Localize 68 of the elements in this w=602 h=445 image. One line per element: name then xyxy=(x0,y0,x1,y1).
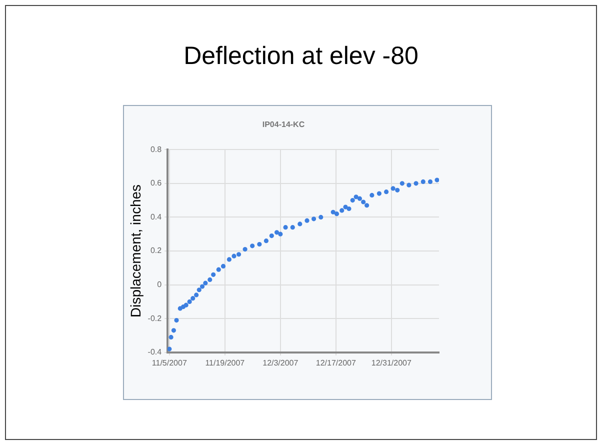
point xyxy=(190,296,196,301)
point xyxy=(257,242,262,247)
point xyxy=(208,277,212,282)
y-tick-label: 0.2 xyxy=(150,246,162,256)
point xyxy=(236,252,242,257)
point xyxy=(184,302,188,308)
point xyxy=(384,190,389,194)
point xyxy=(434,178,439,182)
point xyxy=(390,186,396,191)
point xyxy=(194,292,199,298)
point xyxy=(290,225,295,230)
point xyxy=(370,192,374,198)
point xyxy=(354,194,358,200)
point xyxy=(357,196,362,201)
point xyxy=(361,200,366,204)
point xyxy=(168,334,174,340)
point xyxy=(269,233,274,238)
point xyxy=(376,191,382,196)
x-tick-label: 11/5/2007 xyxy=(152,358,188,368)
point xyxy=(311,216,316,222)
point xyxy=(330,210,336,214)
point xyxy=(406,182,412,188)
point xyxy=(350,198,355,203)
x-tick-label: 12/3/2007 xyxy=(262,358,299,368)
y-tick-label: -0.2 xyxy=(148,314,162,323)
point xyxy=(211,272,216,277)
point xyxy=(428,179,433,184)
point xyxy=(274,230,280,235)
point xyxy=(232,254,236,258)
point xyxy=(304,218,310,223)
y-tick-label: -0.4 xyxy=(148,348,162,357)
chart-title: Deflection at elev -80 xyxy=(182,42,420,71)
point xyxy=(283,225,288,230)
chart-subtitle: IP04-14-KC xyxy=(262,120,305,130)
y-axis-title: Displacement, inches xyxy=(127,184,144,318)
point xyxy=(343,204,348,210)
point xyxy=(250,244,255,248)
point xyxy=(203,280,208,286)
point xyxy=(200,284,205,289)
point xyxy=(340,208,344,213)
point xyxy=(216,267,221,272)
point xyxy=(414,181,418,186)
y-tick-label: 0.6 xyxy=(150,178,162,188)
point xyxy=(220,264,226,269)
point xyxy=(168,346,172,352)
x-tick-label: 11/19/2007 xyxy=(205,358,246,368)
point xyxy=(400,181,404,186)
point xyxy=(242,247,248,252)
x-tick-label: 12/31/2007 xyxy=(371,358,412,368)
y-tick-label: 0.4 xyxy=(150,212,162,222)
point xyxy=(226,257,232,262)
point xyxy=(346,206,352,212)
point xyxy=(298,222,302,226)
point xyxy=(196,288,202,292)
x-tick-label: 12/17/2007 xyxy=(316,358,356,368)
point xyxy=(364,203,370,208)
point xyxy=(174,318,179,323)
point xyxy=(318,214,324,220)
y-tick-label: 0 xyxy=(157,280,162,290)
point xyxy=(180,304,186,310)
point xyxy=(278,232,283,236)
point xyxy=(420,179,426,184)
point xyxy=(334,212,340,216)
point xyxy=(395,188,400,192)
point xyxy=(187,299,192,304)
point xyxy=(171,328,176,333)
y-tick-label: 0.8 xyxy=(150,144,162,154)
point xyxy=(264,238,269,244)
